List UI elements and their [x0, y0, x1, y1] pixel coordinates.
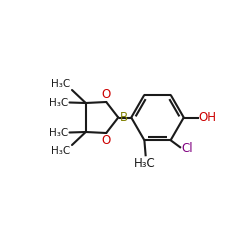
Text: H₃C: H₃C: [49, 98, 68, 108]
Text: H₃C: H₃C: [51, 146, 70, 156]
Text: O: O: [101, 88, 110, 101]
Text: H₃C: H₃C: [134, 157, 156, 170]
Text: H₃C: H₃C: [51, 79, 70, 89]
Text: B: B: [120, 111, 128, 124]
Text: O: O: [101, 134, 110, 147]
Text: Cl: Cl: [181, 142, 193, 155]
Text: H₃C: H₃C: [49, 128, 68, 138]
Text: OH: OH: [198, 111, 216, 124]
